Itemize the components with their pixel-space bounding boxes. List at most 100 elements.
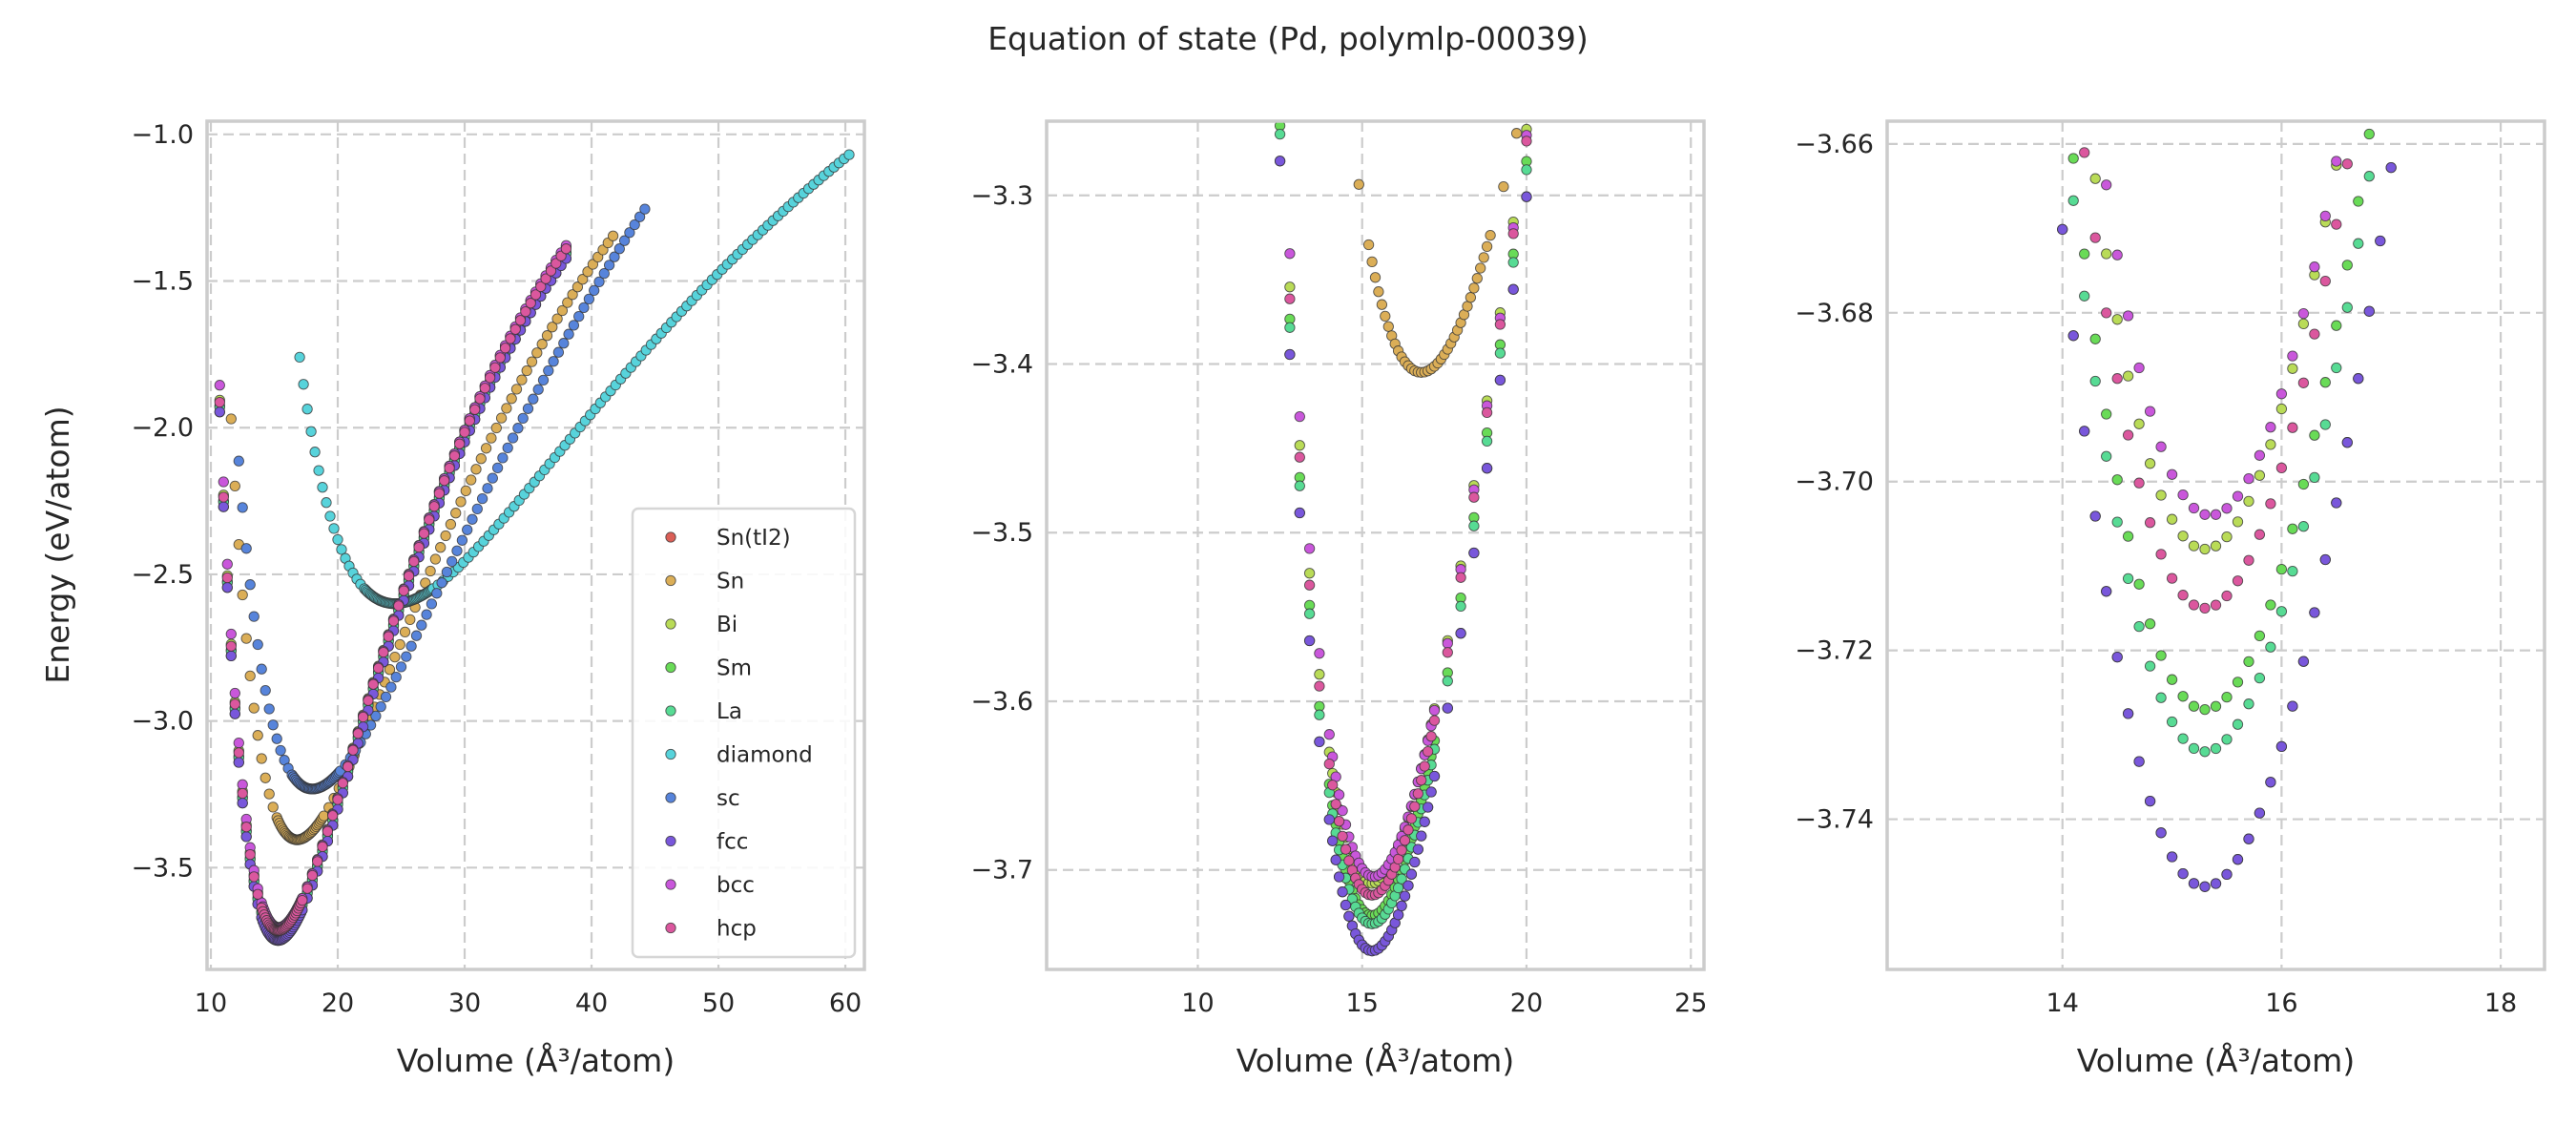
data-point xyxy=(2331,362,2342,374)
data-point xyxy=(248,702,260,714)
data-point xyxy=(2363,305,2375,317)
data-point xyxy=(2309,607,2320,618)
data-point xyxy=(1284,248,1296,260)
data-point xyxy=(1405,868,1418,880)
data-point xyxy=(613,243,625,255)
data-point xyxy=(578,302,590,314)
data-point xyxy=(2089,510,2101,522)
data-point xyxy=(390,671,402,683)
data-point xyxy=(448,450,461,462)
data-point xyxy=(2243,656,2254,668)
data-point xyxy=(322,825,334,838)
x-tick-label: 20 xyxy=(322,989,354,1018)
data-point xyxy=(1476,67,1485,76)
data-point xyxy=(321,497,332,509)
data-point xyxy=(433,488,446,499)
data-point xyxy=(2376,101,2385,111)
data-point xyxy=(1362,239,1375,251)
data-point xyxy=(2101,586,2112,597)
data-point xyxy=(2210,599,2222,611)
data-point xyxy=(240,831,252,843)
series-fcc xyxy=(2057,161,2397,892)
data-point xyxy=(1433,62,1443,72)
data-point xyxy=(499,343,511,354)
data-point xyxy=(1402,880,1414,891)
data-point xyxy=(2101,248,2112,260)
data-point xyxy=(2354,95,2363,105)
data-point xyxy=(237,787,248,800)
data-point xyxy=(530,289,542,301)
legend-label: sc xyxy=(717,786,740,811)
data-point xyxy=(2068,0,2078,3)
y-tick-label: −3.70 xyxy=(1795,468,1874,497)
x-axis-label: Volume (Å³/atom) xyxy=(1236,1041,1514,1079)
data-point xyxy=(1373,286,1384,298)
y-tick-label: −3.72 xyxy=(1795,636,1874,666)
data-point xyxy=(2353,373,2364,385)
data-point xyxy=(1481,406,1493,419)
data-point xyxy=(2363,128,2375,140)
data-point xyxy=(439,475,450,487)
x-tick-label: 15 xyxy=(1346,989,1379,1018)
y-tick-label: −3.0 xyxy=(131,707,194,737)
data-point xyxy=(2133,477,2145,489)
data-point xyxy=(2275,740,2288,753)
data-point xyxy=(2243,698,2254,710)
data-point xyxy=(467,513,478,525)
data-point xyxy=(2188,700,2200,712)
data-point xyxy=(1406,5,1416,14)
data-point xyxy=(563,328,574,340)
data-point xyxy=(2375,235,2386,247)
data-point xyxy=(413,541,425,553)
data-point xyxy=(301,883,313,894)
data-point xyxy=(2122,310,2134,322)
data-point xyxy=(2408,8,2418,17)
figure-title: Equation of state (Pd, polymlp-00039) xyxy=(987,20,1589,57)
data-point xyxy=(1284,348,1296,361)
data-point xyxy=(629,219,640,231)
axes-frame xyxy=(205,119,866,971)
data-point xyxy=(342,760,354,773)
data-point xyxy=(244,848,256,861)
series-Bi xyxy=(2068,0,2342,555)
x-tick-label: 60 xyxy=(829,989,862,1018)
data-point xyxy=(2177,531,2189,542)
data-point xyxy=(389,651,401,663)
data-point xyxy=(225,413,237,425)
data-point xyxy=(399,626,411,638)
data-point xyxy=(260,684,271,697)
data-point xyxy=(394,638,405,651)
data-point xyxy=(2155,650,2167,661)
legend-marker xyxy=(665,922,676,934)
data-point xyxy=(2079,248,2090,260)
data-point xyxy=(1330,854,1341,865)
series-Sn xyxy=(1344,104,1523,378)
data-point xyxy=(444,462,455,474)
data-point xyxy=(2287,422,2298,433)
data-point xyxy=(1468,547,1480,559)
data-point xyxy=(2058,47,2067,56)
data-point xyxy=(1481,240,1493,253)
data-point xyxy=(495,412,508,424)
data-point xyxy=(393,600,405,612)
data-point xyxy=(2166,851,2178,863)
series-bcc xyxy=(214,239,572,933)
data-point xyxy=(1344,104,1354,114)
data-point xyxy=(1511,10,1521,20)
data-point xyxy=(577,274,589,285)
data-point xyxy=(2057,223,2068,236)
data-point xyxy=(1494,319,1506,330)
data-point xyxy=(1535,98,1545,108)
data-point xyxy=(573,310,585,323)
data-point xyxy=(403,571,415,582)
data-point xyxy=(464,415,475,427)
data-point xyxy=(541,330,553,342)
data-point xyxy=(1471,273,1483,284)
data-point xyxy=(2155,441,2167,452)
data-point xyxy=(405,614,416,626)
x-tick-label: 20 xyxy=(1510,989,1543,1018)
data-point xyxy=(1481,435,1493,448)
data-point xyxy=(1323,814,1335,825)
data-point xyxy=(475,453,487,465)
data-point xyxy=(1396,844,1407,856)
